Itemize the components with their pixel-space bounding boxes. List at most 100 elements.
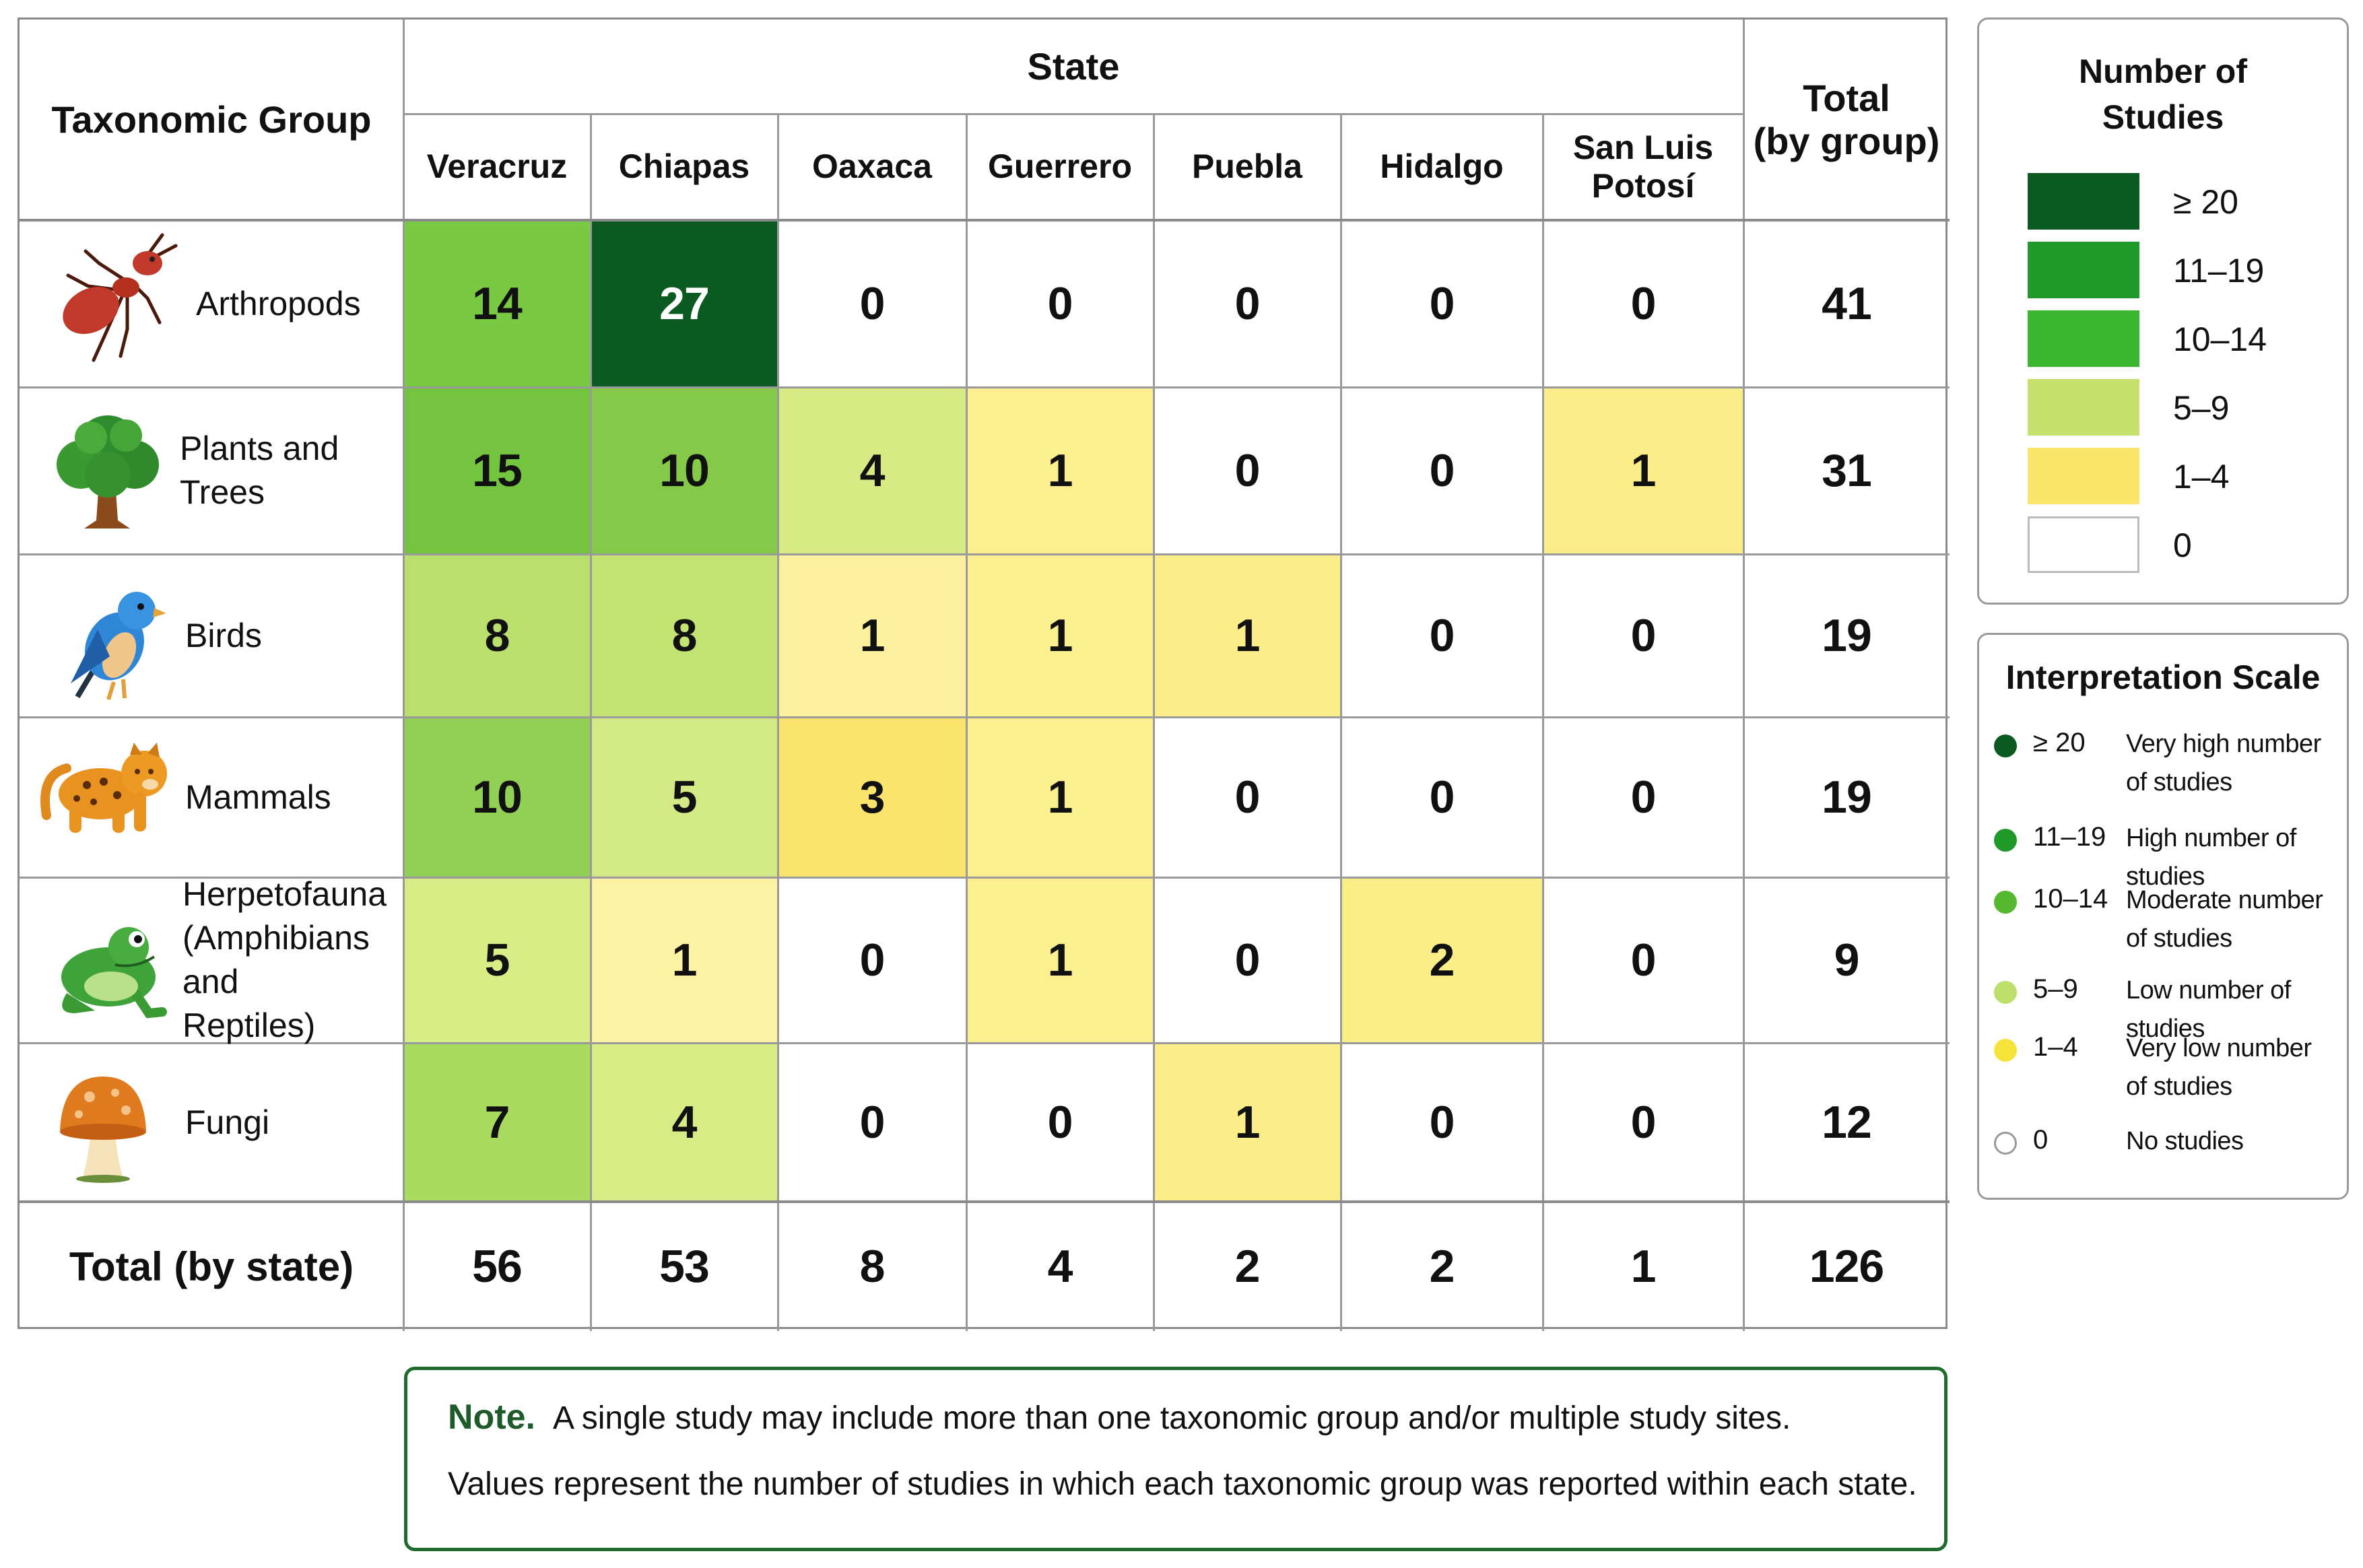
legend-swatch — [2028, 310, 2139, 367]
heatmap-cell: 1 — [1543, 387, 1743, 554]
legend-swatch-label: 11–19 — [2173, 252, 2265, 289]
scale-description: Very high number of studies — [2126, 730, 2321, 796]
grid-line — [1743, 20, 1745, 1331]
heatmap-cell: 0 — [1234, 934, 1261, 986]
grid-line — [20, 1042, 1950, 1044]
heatmap-cell: 0 — [1630, 610, 1657, 661]
heatmap-cell: 7 — [403, 1043, 591, 1202]
heatmap-cell: 0 — [859, 1097, 886, 1148]
grid-line — [1542, 114, 1544, 1331]
legend-swatch-label: 10–14 — [2173, 320, 2267, 358]
grid-line — [20, 386, 1950, 388]
heatmap-cell: 1 — [966, 387, 1154, 554]
grid-line — [1153, 114, 1155, 1331]
scale-range: 10–14 — [2033, 884, 2108, 914]
legend-swatch — [2028, 242, 2139, 298]
state-total-cell: 2 — [1429, 1241, 1455, 1292]
mushroom-icon — [56, 1070, 150, 1188]
heatmap-cell: 0 — [1234, 772, 1261, 823]
state-total-cell: 56 — [472, 1241, 523, 1292]
note-line-1: Note. A single study may include more tha… — [448, 1397, 1791, 1437]
total-by-group-header: Total (by group) — [1753, 76, 1940, 162]
taxonomic-group-label: Plants and Trees — [180, 430, 339, 511]
grand-total-cell: 126 — [1809, 1241, 1884, 1292]
grid-line — [20, 716, 1950, 718]
scale-dot — [1994, 1039, 2017, 1062]
grid-line — [403, 113, 1743, 115]
heatmap-cell: 0 — [1429, 610, 1455, 661]
heatmap-cell: 15 — [403, 387, 591, 554]
heatmap-cell: 0 — [1047, 1097, 1073, 1148]
grid-line — [20, 553, 1950, 555]
grid-line — [20, 219, 1950, 221]
scale-dot — [1994, 829, 2017, 852]
scale-range: 11–19 — [2033, 822, 2106, 852]
scale-range: 5–9 — [2033, 974, 2078, 1004]
taxonomic-group-label: Fungi — [185, 1103, 270, 1141]
heatmap-cell: 0 — [1630, 278, 1657, 329]
legend-swatch — [2028, 448, 2139, 504]
scale-dot — [1994, 735, 2017, 757]
note-line-2: Values represent the number of studies i… — [448, 1466, 1917, 1502]
scale-range: ≥ 20 — [2033, 728, 2086, 757]
heatmap-cell: 1 — [966, 877, 1154, 1043]
heatmap-table: 14 27 0 0 0 0 0 41 15 10 4 1 0 0 1 31 8 8 1 1 1 0 0 19 10 5 3 1 0 0 0 1… — [18, 18, 1950, 1331]
bird-icon — [57, 582, 166, 707]
legend-swatch — [2028, 379, 2139, 436]
state-column-header: Veracruz — [426, 147, 568, 186]
heatmap-cell: 0 — [1234, 278, 1261, 329]
scale-description: No studies — [2126, 1127, 2244, 1155]
state-column-header: Hidalgo — [1380, 147, 1504, 186]
heatmap-cell: 27 — [591, 220, 778, 387]
number-of-studies-legend: Number of Studies ≥ 20 11–19 10–14 5–9 1–4 0 — [1977, 18, 2349, 605]
taxonomic-group-label: Birds — [185, 616, 262, 654]
state-column-header: San Luis Potosí — [1572, 128, 1714, 205]
legend-swatch-label: ≥ 20 — [2173, 183, 2238, 221]
legend-title: Interpretation Scale — [2005, 658, 2321, 696]
heatmap-cell: 0 — [1429, 772, 1455, 823]
taxonomic-group-header: Taxonomic Group — [51, 98, 372, 141]
heatmap-cell: 5 — [403, 877, 591, 1043]
state-total-cell: 2 — [1234, 1241, 1261, 1292]
heatmap-cell: 4 — [778, 387, 966, 554]
heatmap-cell: 1 — [591, 877, 778, 1043]
heatmap-cell: 10 — [591, 387, 778, 554]
grid-line — [20, 877, 1950, 879]
grid-line — [777, 114, 779, 1331]
legend-swatch-label: 0 — [2173, 526, 2192, 564]
state-column-header: Guerrero — [988, 147, 1132, 186]
legend-swatch-label: 1–4 — [2173, 458, 2230, 496]
heatmap-cell: 1 — [966, 554, 1154, 717]
heatmap-cell: 10 — [403, 717, 591, 877]
taxonomic-group-label: Arthropods — [196, 284, 361, 322]
state-column-header: Oaxaca — [812, 147, 932, 186]
legend-swatch — [2028, 516, 2139, 573]
group-total-cell: 19 — [1822, 772, 1872, 823]
ant-icon — [46, 228, 181, 373]
heatmap-cell: 0 — [1630, 772, 1657, 823]
scale-description: Very low number of studies — [2126, 1034, 2312, 1101]
jaguar-icon — [40, 735, 174, 839]
scale-description: High number of studies — [2126, 824, 2296, 891]
note-box: Note. A single study may include more tha… — [404, 1367, 1948, 1551]
heatmap-cell: 3 — [778, 717, 966, 877]
heatmap-cell: 2 — [1341, 877, 1543, 1043]
group-total-cell: 19 — [1822, 610, 1872, 661]
heatmap-cell: 1 — [966, 717, 1154, 877]
heatmap-cell: 0 — [1630, 934, 1657, 986]
state-column-header: Chiapas — [618, 147, 750, 186]
legend-swatch-label: 5–9 — [2173, 389, 2230, 427]
heatmap-cell: 0 — [1429, 1097, 1455, 1148]
state-total-cell: 4 — [1047, 1241, 1073, 1292]
heatmap-cell: 4 — [591, 1043, 778, 1202]
state-total-cell: 1 — [1630, 1241, 1657, 1292]
note-text-1: A single study may include more than one… — [553, 1400, 1791, 1436]
scale-description: Moderate number of studies — [2126, 886, 2323, 953]
heatmap-cell: 0 — [1429, 445, 1455, 496]
total-by-state-label: Total (by state) — [69, 1243, 354, 1289]
heatmap-cell: 0 — [859, 278, 886, 329]
heatmap-cell: 1 — [778, 554, 966, 717]
state-header: State — [1027, 44, 1120, 88]
heatmap-cell: 1 — [1154, 1043, 1341, 1202]
heatmap-cell: 0 — [1630, 1097, 1657, 1148]
